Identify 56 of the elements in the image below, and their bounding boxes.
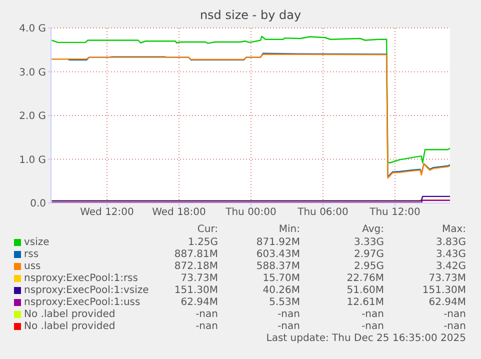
text: 151.30M bbox=[421, 285, 466, 296]
text: -nan bbox=[276, 321, 300, 332]
text: Max: bbox=[440, 224, 466, 235]
text: -nan bbox=[194, 309, 218, 320]
legend-label: No .label provided bbox=[24, 321, 116, 332]
text: -nan bbox=[442, 309, 466, 320]
x-tick-label: Wed 18:00 bbox=[152, 207, 206, 218]
legend-label: nsproxy:ExecPool:1:vsize bbox=[24, 285, 149, 296]
text: 73.73M bbox=[180, 273, 218, 284]
text: 62.94M bbox=[428, 297, 466, 308]
text: 3.42G bbox=[434, 261, 466, 272]
legend-label: rss bbox=[24, 249, 39, 260]
text: -nan bbox=[360, 309, 384, 320]
text: 151.30M bbox=[173, 285, 218, 296]
text: 603.43M bbox=[255, 249, 300, 260]
text: -nan bbox=[194, 321, 218, 332]
text: 1.25G bbox=[186, 237, 218, 248]
text: 15.70M bbox=[262, 273, 300, 284]
text: 872.18M bbox=[173, 261, 218, 272]
y-tick-label: 2.0 G bbox=[19, 111, 46, 122]
y-tick-label: 0.0 bbox=[30, 198, 46, 210]
text: Avg: bbox=[361, 224, 384, 235]
x-tick-label: Thu 00:00 bbox=[224, 207, 276, 218]
text: 871.92M bbox=[255, 237, 300, 248]
text: 3.43G bbox=[434, 249, 466, 260]
legend-label: No .label provided bbox=[24, 309, 116, 320]
text: 588.37M bbox=[255, 261, 300, 272]
text: 40.26M bbox=[262, 285, 300, 296]
text: Cur: bbox=[196, 224, 218, 235]
text: 73.73M bbox=[428, 273, 466, 284]
text: 12.61M bbox=[346, 297, 384, 308]
y-tick-label: 3.0 G bbox=[19, 67, 46, 78]
text: 22.76M bbox=[346, 273, 384, 284]
text: 5.53M bbox=[268, 297, 300, 308]
text: 2.97G bbox=[352, 249, 384, 260]
text: 887.81M bbox=[173, 249, 218, 260]
text: -nan bbox=[442, 321, 466, 332]
y-tick-label: 4.0 G bbox=[19, 24, 46, 35]
chart-title: nsd size - by day bbox=[198, 8, 302, 22]
text: Last update: Thu Dec 25 16:35:00 2025 bbox=[265, 333, 466, 344]
text: 3.83G bbox=[434, 237, 466, 248]
text: Min: bbox=[278, 224, 300, 235]
y-tick-label: 1.0 G bbox=[19, 154, 46, 166]
text: 62.94M bbox=[180, 297, 218, 308]
legend-label: uss bbox=[24, 261, 41, 272]
x-tick-label: Thu 06:00 bbox=[296, 207, 348, 218]
legend-label: nsproxy:ExecPool:1:rss bbox=[24, 273, 138, 284]
x-tick-label: Thu 12:00 bbox=[368, 207, 420, 218]
text: 51.60M bbox=[346, 285, 384, 296]
legend-label: vsize bbox=[24, 237, 50, 248]
text: 3.33G bbox=[352, 237, 384, 248]
text: 2.95G bbox=[352, 261, 384, 272]
legend-label: nsproxy:ExecPool:1:uss bbox=[24, 297, 140, 308]
text: -nan bbox=[276, 309, 300, 320]
x-tick-label: Wed 12:00 bbox=[80, 207, 134, 218]
text: -nan bbox=[360, 321, 384, 332]
